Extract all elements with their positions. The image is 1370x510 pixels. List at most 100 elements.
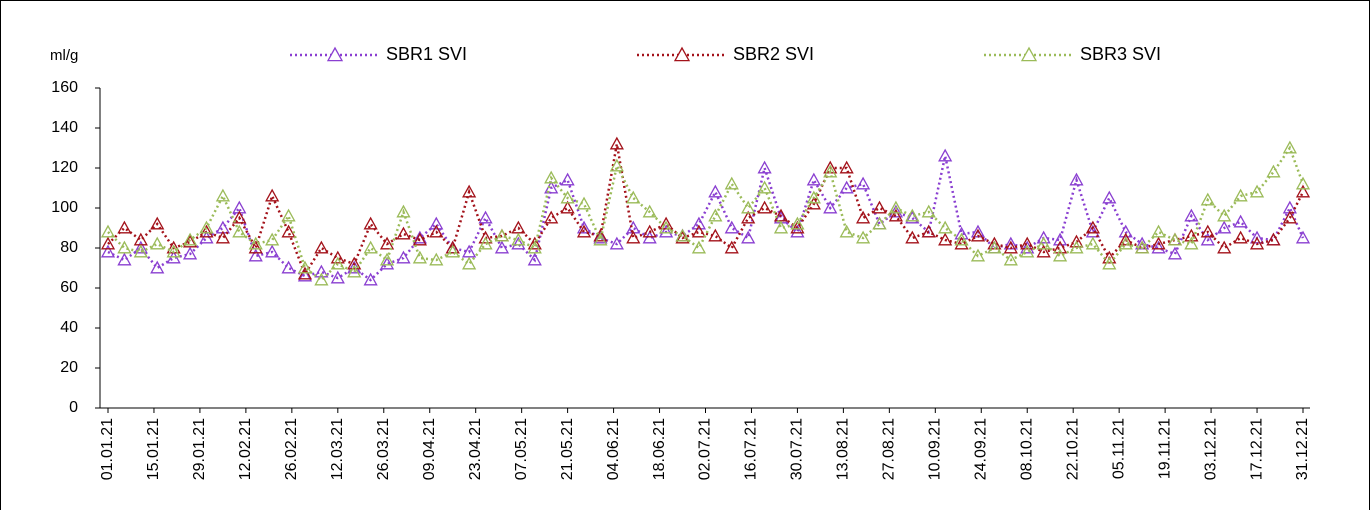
data-point: [281, 208, 296, 222]
data-point: [150, 216, 165, 230]
data-point: [855, 230, 871, 244]
x-tick-label: 21.05.21: [559, 418, 576, 480]
data-point: [576, 196, 592, 210]
data-point: [970, 228, 986, 242]
data-point: [576, 224, 592, 238]
data-point: [182, 234, 198, 248]
series-line: [107, 145, 1305, 282]
x-tick-label: 19.11.21: [1156, 418, 1173, 479]
data-point: [593, 232, 608, 246]
data-point: [806, 190, 821, 204]
data-point: [100, 244, 116, 258]
data-point: [987, 240, 1002, 254]
data-point: [1233, 214, 1248, 228]
data-point: [511, 236, 526, 250]
data-point: [1151, 236, 1166, 250]
data-point: [1085, 220, 1100, 234]
data-point: [757, 200, 772, 214]
data-point: [215, 230, 231, 244]
data-point: [593, 230, 608, 244]
data-point: [560, 172, 575, 186]
data-point: [790, 224, 805, 238]
data-point: [970, 248, 986, 262]
data-point: [133, 240, 148, 254]
data-point: [790, 216, 805, 230]
data-point: [938, 232, 953, 246]
data-point: [347, 264, 362, 278]
data-point: [462, 256, 477, 270]
series-line: [107, 143, 1305, 277]
data-point: [888, 208, 904, 222]
data-point: [248, 248, 263, 262]
data-point: [478, 210, 493, 224]
data-point: [412, 250, 427, 264]
y-tick-label: 100: [51, 199, 78, 216]
data-point: [757, 160, 772, 174]
data-point: [248, 240, 263, 254]
data-point: [248, 236, 263, 250]
data-point: [1036, 244, 1051, 258]
data-point: [609, 158, 624, 172]
x-tick-label: 09.04.21: [421, 418, 438, 480]
y-tick-label: 140: [51, 119, 78, 136]
x-tick-label: 30.07.21: [789, 418, 806, 480]
data-point: [724, 220, 739, 234]
data-point: [494, 240, 510, 254]
data-point: [396, 250, 411, 264]
x-tick-label: 05.11.21: [1110, 418, 1127, 479]
data-point: [658, 216, 674, 230]
data-point: [658, 224, 674, 238]
data-point: [511, 232, 526, 246]
x-tick-label: 13.08.21: [835, 418, 852, 480]
data-point: [544, 210, 559, 224]
data-point: [100, 236, 116, 250]
data-point: [1233, 188, 1248, 202]
data-point: [1052, 248, 1068, 262]
data-point: [823, 164, 838, 178]
data-point: [412, 232, 427, 246]
x-tick-label: 12.02.21: [237, 418, 254, 480]
data-point: [314, 272, 329, 286]
data-point: [297, 268, 313, 282]
data-point: [544, 170, 559, 184]
data-point: [921, 204, 936, 218]
data-point: [379, 256, 395, 270]
data-point: [741, 200, 756, 214]
data-point: [839, 224, 854, 238]
data-point: [1184, 236, 1199, 250]
data-point: [905, 208, 920, 222]
data-point: [379, 236, 395, 250]
data-point: [855, 176, 871, 190]
data-point: [888, 200, 904, 214]
data-point: [265, 188, 280, 202]
data-point: [1118, 232, 1133, 246]
x-tick-label: 24.09.21: [972, 418, 989, 480]
data-point: [199, 224, 214, 238]
data-point: [642, 224, 657, 238]
data-point: [691, 216, 707, 230]
data-point: [379, 252, 395, 266]
data-point: [1295, 184, 1311, 198]
x-tick-label: 12.03.21: [329, 418, 346, 480]
data-point: [133, 244, 148, 258]
y-tick-label: 20: [60, 359, 78, 376]
data-point: [494, 228, 510, 242]
data-point: [560, 190, 575, 204]
data-point: [1167, 246, 1183, 260]
data-point: [445, 240, 460, 254]
y-tick-label: 80: [60, 239, 78, 256]
x-tick-label: 17.12.21: [1248, 418, 1265, 480]
data-point: [527, 236, 542, 250]
data-point: [281, 260, 296, 274]
data-point: [905, 210, 920, 224]
data-point: [954, 232, 969, 246]
x-tick-label: 18.06.21: [651, 418, 668, 480]
data-point: [117, 220, 132, 234]
data-point: [1249, 184, 1265, 198]
data-point: [166, 244, 181, 258]
data-point: [429, 252, 444, 266]
x-tick-label: 31.12.21: [1294, 418, 1311, 480]
y-tick-label: 0: [69, 399, 78, 416]
data-point: [199, 220, 214, 234]
